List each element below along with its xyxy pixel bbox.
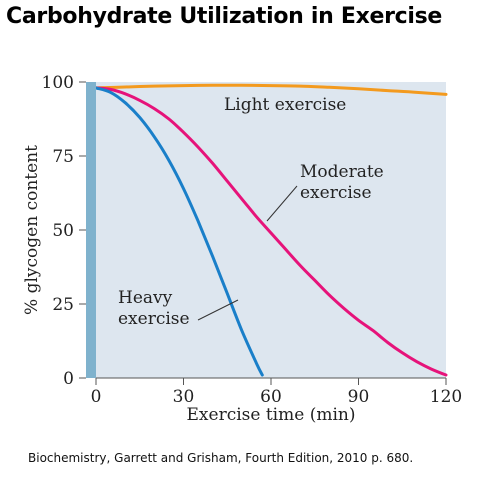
- moderate-exercise-leader-line: [266, 185, 298, 222]
- y-axis-title: % glycogen content: [22, 145, 42, 315]
- x-tick-label: 0: [91, 387, 102, 407]
- y-tick-label: 0: [63, 369, 74, 389]
- moderate-exercise-label: Moderate: [300, 162, 384, 182]
- heavy-exercise-label: Heavy: [118, 288, 173, 308]
- x-tick-label: 120: [430, 387, 462, 407]
- light-exercise-label: Light exercise: [224, 95, 346, 115]
- x-tick-label: 90: [348, 387, 370, 407]
- y-tick-label: 75: [52, 147, 74, 167]
- x-tick-label: 60: [260, 387, 282, 407]
- x-axis-title: Exercise time (min): [187, 405, 356, 425]
- page-title: Carbohydrate Utilization in Exercise: [6, 4, 443, 29]
- series-layer: [94, 83, 448, 377]
- heavy-exercise-label: exercise: [118, 309, 190, 329]
- y-tick-label: 50: [52, 221, 74, 241]
- y-tick-label: 25: [52, 295, 74, 315]
- heavy-exercise-line: [94, 86, 264, 377]
- tick-labels: 0 30 60 90 120 0 25 50 75 100: [42, 73, 463, 407]
- light-exercise-line: [94, 83, 448, 96]
- source-caption: Biochemistry, Garrett and Grisham, Fourt…: [28, 451, 414, 465]
- axis-ticks: [79, 81, 447, 385]
- moderate-exercise-label: exercise: [300, 183, 372, 203]
- plot-background: [96, 82, 446, 378]
- x-tick-label: 30: [173, 387, 195, 407]
- heavy-exercise-leader-line: [197, 299, 239, 321]
- moderate-exercise-line: [94, 86, 448, 377]
- series-annotations: Light exerciseModerateexerciseHeavyexerc…: [118, 95, 384, 329]
- y-axis-bar: [86, 82, 96, 378]
- y-tick-label: 100: [42, 73, 74, 93]
